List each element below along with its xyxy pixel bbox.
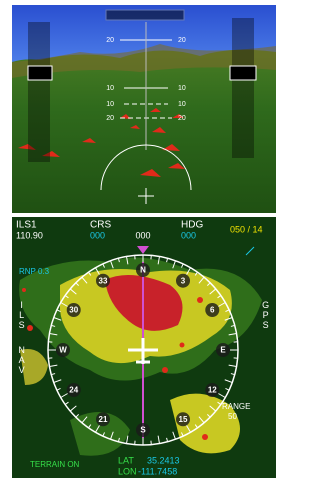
range: 50: [228, 412, 237, 421]
pitch-label: 20: [178, 37, 186, 44]
compass-label: 33: [99, 276, 108, 285]
lat: 35.2413: [147, 455, 180, 465]
nav-source: ILS1: [16, 220, 37, 231]
left-source: ILS: [17, 300, 27, 330]
pitch-label: 20: [106, 37, 114, 44]
range-label: RANGE: [222, 402, 250, 411]
lat-label: LAT: [118, 455, 134, 465]
compass-label: 21: [99, 415, 108, 424]
pitch-label: 20: [178, 115, 186, 122]
compass-label: 30: [69, 306, 78, 315]
right-source: GPS: [261, 300, 271, 330]
pitch-label: 10: [106, 101, 114, 108]
terrain-status: TERRAIN ON: [30, 460, 80, 469]
lon-label: LON: [118, 466, 137, 476]
pitch-label: 20: [106, 115, 114, 122]
lon: -111.7458: [138, 466, 177, 476]
heading-label: HDG: [181, 220, 203, 231]
heading-index: 000: [135, 230, 150, 240]
primary-flight-display: [12, 5, 276, 213]
rnp: RNP 0.3: [19, 267, 50, 276]
compass-label: 6: [210, 306, 215, 315]
wind: 050 / 14: [230, 224, 263, 234]
compass-label: 3: [181, 276, 186, 285]
pitch-label: 10: [178, 85, 186, 92]
compass-label: N: [140, 266, 146, 275]
navigation-display: [12, 217, 276, 478]
compass-label: 15: [179, 415, 188, 424]
compass-label: S: [140, 426, 146, 435]
compass-label: E: [220, 346, 226, 355]
compass-label: 24: [69, 386, 78, 395]
heading: 000: [181, 230, 196, 240]
cockpit-displays: ILS1 110.90 CRS 000 HDG 000 000 050 / 14…: [0, 0, 283, 483]
pitch-label: 10: [178, 101, 186, 108]
course: 000: [90, 230, 105, 240]
compass-label: W: [59, 346, 67, 355]
frequency: 110.90: [16, 230, 43, 240]
left-mode: NAV: [17, 345, 27, 375]
pitch-label: 10: [106, 85, 114, 92]
compass-label: 12: [208, 386, 217, 395]
course-label: CRS: [90, 220, 111, 231]
